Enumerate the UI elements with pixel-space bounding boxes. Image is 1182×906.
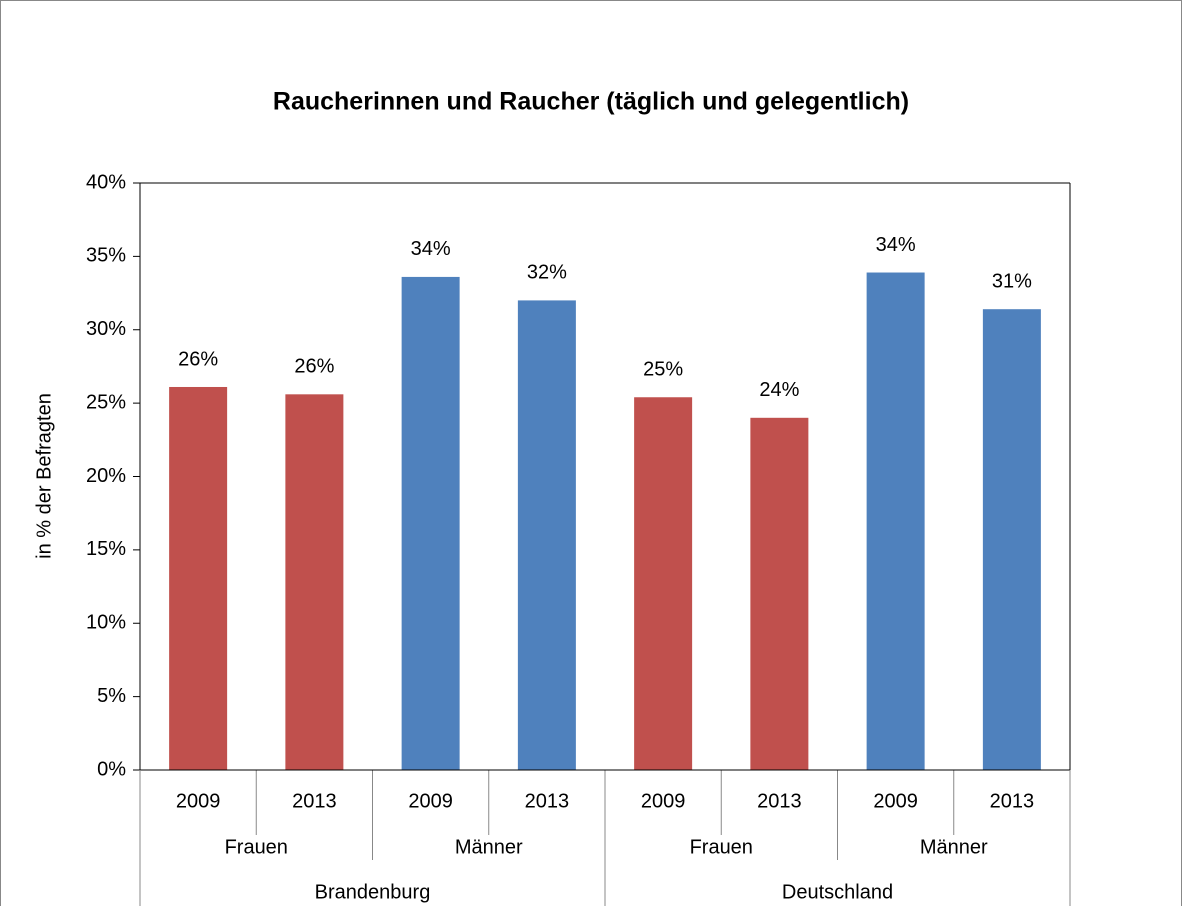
x-tick-label: 2009 xyxy=(873,790,918,812)
y-tick-label: 25% xyxy=(86,391,126,413)
y-tick-label: 15% xyxy=(86,538,126,560)
data-label: 31% xyxy=(992,270,1032,292)
x-tick-label: 2013 xyxy=(292,790,337,812)
x-tick-label: 2009 xyxy=(176,790,221,812)
bar xyxy=(634,397,693,770)
x-tick-label: 2013 xyxy=(990,790,1035,812)
x-tick-label: 2013 xyxy=(757,790,802,812)
y-tick-label: 40% xyxy=(86,171,126,193)
group-label: Männer xyxy=(455,836,523,858)
chart-title: Raucherinnen und Raucher (täglich und ge… xyxy=(273,88,909,116)
bar xyxy=(401,276,460,770)
group-label: Männer xyxy=(920,836,988,858)
x-tick-label: 2013 xyxy=(525,790,570,812)
bar xyxy=(750,417,809,770)
y-tick-label: 0% xyxy=(97,758,126,780)
group-label: Frauen xyxy=(690,836,753,858)
data-label: 25% xyxy=(643,359,683,381)
data-label: 34% xyxy=(876,234,916,256)
y-tick-label: 35% xyxy=(86,245,126,267)
bar xyxy=(285,394,344,770)
data-label: 26% xyxy=(294,356,334,378)
data-label: 34% xyxy=(411,238,451,260)
y-tick-label: 10% xyxy=(86,612,126,634)
y-tick-label: 5% xyxy=(97,685,126,707)
bar xyxy=(169,386,228,770)
data-label: 24% xyxy=(759,379,799,401)
x-tick-label: 2009 xyxy=(408,790,453,812)
data-label: 26% xyxy=(178,348,218,370)
y-axis-label: in % der Befragten xyxy=(33,393,55,559)
group-label: Frauen xyxy=(225,836,288,858)
bar xyxy=(517,300,576,770)
data-label: 32% xyxy=(527,262,567,284)
x-tick-label: 2009 xyxy=(641,790,686,812)
group-label: Deutschland xyxy=(782,881,893,903)
bar xyxy=(982,309,1041,770)
y-tick-label: 30% xyxy=(86,318,126,340)
bar xyxy=(866,272,925,770)
y-tick-label: 20% xyxy=(86,465,126,487)
group-label: Brandenburg xyxy=(315,881,431,903)
